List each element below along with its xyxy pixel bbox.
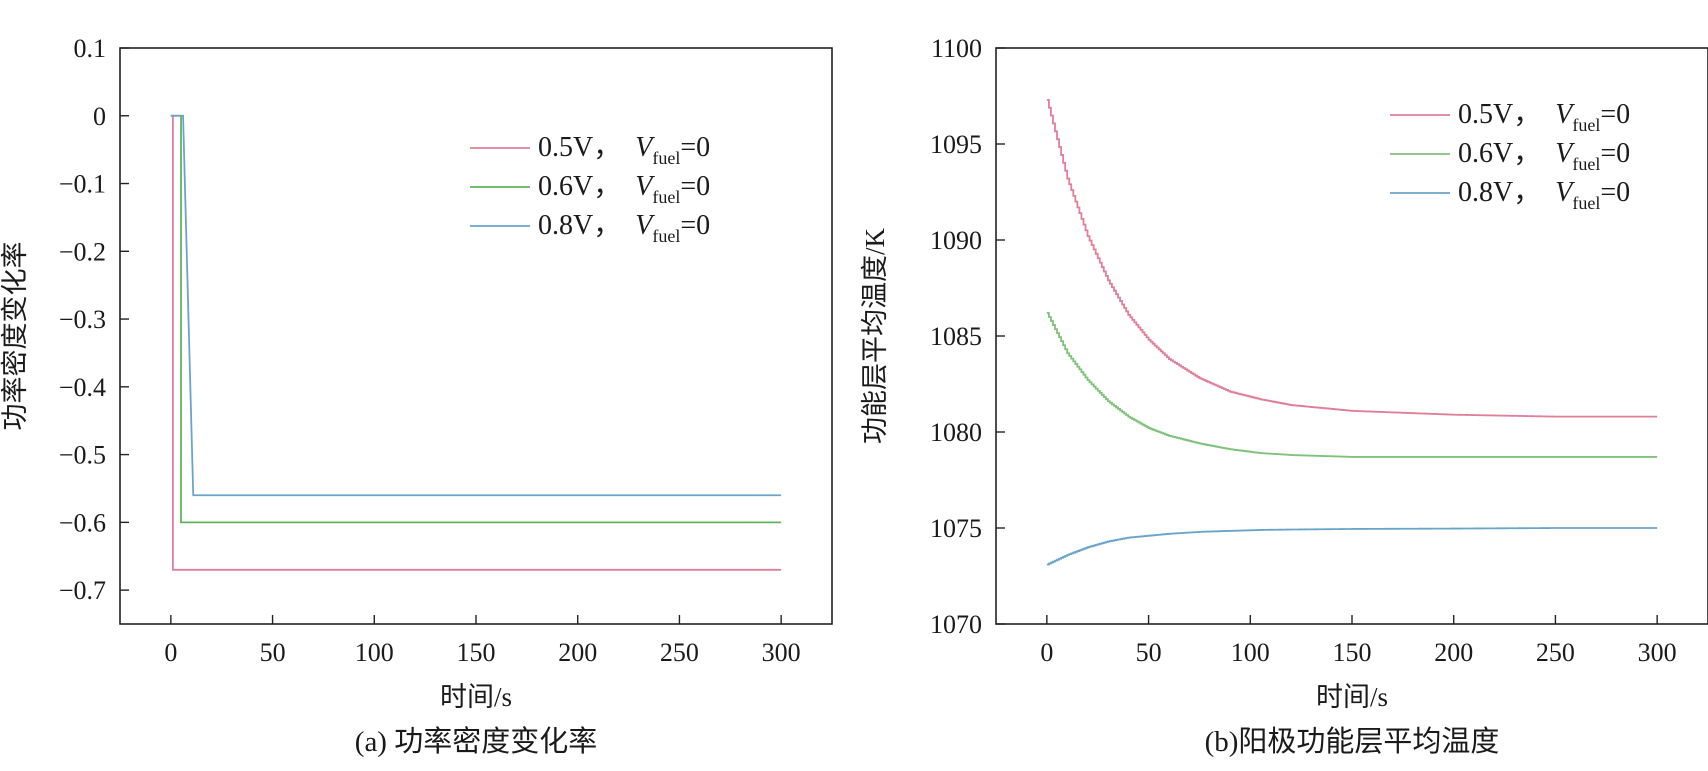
y-tick-label: −0.4: [59, 373, 106, 402]
x-tick-label: 50: [1136, 638, 1162, 667]
y-axis-label-a: 功率密度变化率: [0, 242, 30, 431]
y-tick-label: 1070: [930, 610, 982, 639]
x-tick-label: 0: [1040, 638, 1053, 667]
x-tick-label: 200: [558, 638, 597, 667]
x-tick-label: 200: [1434, 638, 1473, 667]
legend-subscript: fuel: [652, 226, 680, 246]
legend-tail: =0: [1600, 177, 1630, 208]
y-tick-label: 1075: [930, 514, 982, 543]
legend-subscript: fuel: [1572, 154, 1600, 174]
legend-subscript: fuel: [652, 148, 680, 168]
legend-var: V: [1555, 177, 1575, 208]
y-tick-label: 0.1: [74, 34, 107, 63]
y-tick-label: −0.2: [59, 237, 106, 266]
caption-a: (a) 功率密度变化率: [355, 725, 597, 758]
y-tick-label: 1080: [930, 418, 982, 447]
x-axis-label-b: 时间/s: [1316, 682, 1388, 712]
legend-label-1: 0.5V， Vfuel=0: [1458, 99, 1630, 135]
y-tick-label: −0.7: [59, 576, 106, 605]
legend-var: V: [635, 171, 655, 202]
legend-voltage: 0.5V，: [538, 132, 621, 163]
series-line-3: [170, 114, 782, 497]
x-tick-label: 100: [1231, 638, 1270, 667]
x-tick-label: 100: [355, 638, 394, 667]
y-tick-label: 1090: [930, 226, 982, 255]
x-tick-label: 150: [1333, 638, 1372, 667]
legend-var: V: [635, 132, 655, 163]
y-tick-label: 1095: [930, 130, 982, 159]
series-lines-a: [170, 114, 782, 571]
legend-voltage: 0.8V，: [1458, 177, 1541, 208]
chart-power-density-rate: 0.1 0 −0.1 −0.2 −0.3 −0.4 −0.5 −0.6 −0.7 0 50 100 1…: [0, 34, 833, 758]
legend-label-2: 0.6V， Vfuel=0: [1458, 138, 1630, 174]
x-ticks-b: 0 50 100 150 200 250 300: [1040, 615, 1677, 667]
y-ticks-a: 0.1 0 −0.1 −0.2 −0.3 −0.4 −0.5 −0.6 −0.7: [59, 34, 129, 605]
legend-voltage: 0.6V，: [538, 171, 621, 202]
legend-tail: =0: [680, 210, 710, 241]
y-tick-label: −0.6: [59, 508, 106, 537]
series-lines-b: [1046, 98, 1658, 566]
x-axis-label-a: 时间/s: [440, 682, 512, 712]
y-tick-label: 1100: [931, 34, 982, 63]
series-line-1: [1046, 98, 1658, 418]
series-line-2: [1046, 312, 1658, 458]
legend-tail: =0: [1600, 99, 1630, 130]
caption-b: (b)阳极功能层平均温度: [1205, 725, 1500, 758]
legend-subscript: fuel: [652, 187, 680, 207]
x-tick-label: 0: [164, 638, 177, 667]
legend-var: V: [635, 210, 655, 241]
y-axis-label-b: 功能层平均温度/K: [860, 227, 890, 444]
plot-frame-b: [995, 47, 1708, 625]
legend-b: 0.5V， Vfuel=00.6V， Vfuel=00.8V， Vfuel=0: [1390, 99, 1630, 213]
legend-voltage: 0.6V，: [1458, 138, 1541, 169]
y-tick-label: −0.5: [59, 441, 106, 470]
y-tick-label: −0.3: [59, 305, 106, 334]
legend-subscript: fuel: [1572, 115, 1600, 135]
legend-tail: =0: [680, 171, 710, 202]
legend-label-3: 0.8V， Vfuel=0: [538, 210, 710, 246]
legend-voltage: 0.8V，: [538, 210, 621, 241]
legend-label-1: 0.5V， Vfuel=0: [538, 132, 710, 168]
plot-frame-a: [119, 47, 833, 625]
chart-anode-layer-temperature: 1100 1095 1090 1085 1080 1075 1070 0 50 100 150 20…: [860, 34, 1708, 758]
legend-subscript: fuel: [1572, 193, 1600, 213]
legend-label-3: 0.8V， Vfuel=0: [1458, 177, 1630, 213]
legend-voltage: 0.5V，: [1458, 99, 1541, 130]
x-tick-label: 300: [762, 638, 801, 667]
legend-tail: =0: [1600, 138, 1630, 169]
x-tick-label: 250: [1536, 638, 1575, 667]
x-tick-label: 250: [660, 638, 699, 667]
x-tick-label: 150: [457, 638, 496, 667]
legend-var: V: [1555, 138, 1575, 169]
y-tick-label: −0.1: [59, 170, 106, 199]
x-ticks-a: 0 50 100 150 200 250 300: [164, 615, 801, 667]
legend-label-2: 0.6V， Vfuel=0: [538, 171, 710, 207]
legend-var: V: [1555, 99, 1575, 130]
y-tick-label: 0: [93, 102, 106, 131]
y-tick-label: 1085: [930, 322, 982, 351]
y-ticks-b: 1100 1095 1090 1085 1080 1075 1070: [930, 34, 1005, 639]
series-line-3: [1046, 527, 1658, 566]
legend-tail: =0: [680, 132, 710, 163]
x-tick-label: 300: [1638, 638, 1677, 667]
x-tick-label: 50: [260, 638, 286, 667]
legend-a: 0.5V， Vfuel=00.6V， Vfuel=00.8V， Vfuel=0: [470, 132, 710, 246]
